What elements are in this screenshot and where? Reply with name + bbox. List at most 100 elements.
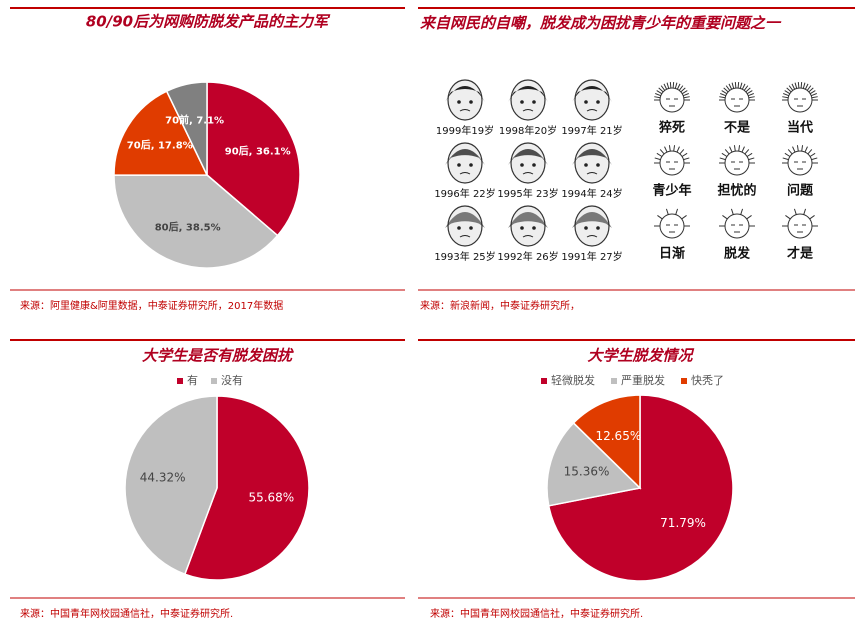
hair xyxy=(572,86,612,102)
mouth xyxy=(459,172,471,175)
mouth xyxy=(522,235,534,238)
eye xyxy=(520,226,524,230)
hair xyxy=(445,212,485,228)
pie-slice xyxy=(572,394,641,490)
pie-slice xyxy=(165,81,208,176)
doodle-hair xyxy=(719,145,755,164)
face-caption: 1995年 23岁 xyxy=(497,187,558,200)
source: 来源：新浪新闻，中泰证券研究所， xyxy=(420,299,580,312)
eye xyxy=(457,226,461,230)
eye xyxy=(596,163,600,167)
doodle-hair xyxy=(782,145,818,164)
caption-word: 不是 xyxy=(724,121,751,136)
eye xyxy=(584,163,588,167)
face-caption: 1993年 25岁 xyxy=(434,250,495,263)
source: 来源：中国青年网校园通信社，中泰证券研究所. xyxy=(20,607,233,620)
hair xyxy=(572,212,612,228)
caption-word: 才是 xyxy=(787,246,814,262)
mouth xyxy=(586,109,598,112)
eye xyxy=(469,226,473,230)
doodle-eyes xyxy=(794,224,806,233)
eye xyxy=(469,100,473,104)
legend-label: 没有 xyxy=(221,373,243,387)
doodle-hair xyxy=(654,82,690,101)
data-label: 80后, 38.5% xyxy=(155,220,221,233)
face-caption: 1991年 27岁 xyxy=(561,250,622,263)
doodle-eyes xyxy=(794,98,806,107)
legend-label: 快秃了 xyxy=(691,374,724,387)
hair xyxy=(508,149,548,165)
eye xyxy=(457,163,461,167)
eye xyxy=(532,100,536,104)
legend-swatch xyxy=(177,378,183,384)
legend-label: 有 xyxy=(187,373,198,387)
face-caption: 1998年20岁 xyxy=(499,124,557,137)
mouth xyxy=(586,235,598,238)
eye xyxy=(532,163,536,167)
caption-word: 担忧的 xyxy=(717,183,756,199)
legend-label: 严重脱发 xyxy=(621,373,665,387)
doodle-eyes xyxy=(666,224,678,233)
face-caption: 1992年 26岁 xyxy=(497,250,558,263)
legend-swatch xyxy=(681,378,687,384)
source: 来源：阿里健康&阿里数据，中泰证券研究所，2017年数据 xyxy=(20,299,283,312)
doodle-face xyxy=(659,150,685,176)
pie-slice xyxy=(183,395,310,581)
mouth xyxy=(459,235,471,238)
mouth xyxy=(586,172,598,175)
face-caption: 1999年19岁 xyxy=(436,124,494,137)
caption-word: 当代 xyxy=(787,120,813,136)
doodle-face xyxy=(724,150,750,176)
doodle-hair xyxy=(782,82,818,101)
doodle-hair xyxy=(719,208,755,227)
eye xyxy=(596,100,600,104)
caption-word: 脱发 xyxy=(724,246,751,262)
eye xyxy=(520,163,524,167)
doodle-eyes xyxy=(794,161,806,170)
eye xyxy=(469,163,473,167)
face-caption: 1996年 22岁 xyxy=(434,187,495,200)
doodle-face xyxy=(724,87,750,113)
data-label: 44.32% xyxy=(140,471,186,485)
hair xyxy=(572,149,612,165)
caption-word: 问题 xyxy=(787,183,814,199)
doodle-face xyxy=(787,150,813,176)
chart-title: 80/90后为网购防脱发产品的主力军 xyxy=(86,13,331,31)
mouth xyxy=(522,172,534,175)
data-label: 70前, 7.1% xyxy=(165,114,224,127)
doodle-hair xyxy=(782,208,818,227)
source: 来源：中国青年网校园通信社，中泰证券研究所. xyxy=(430,607,643,620)
caption-word: 日渐 xyxy=(659,246,685,262)
data-label: 55.68% xyxy=(248,490,294,504)
pie-slice xyxy=(113,90,209,176)
doodle-eyes xyxy=(731,161,743,170)
caption-word: 猝死 xyxy=(658,120,685,136)
doodle-face xyxy=(659,213,685,239)
data-label: 71.79% xyxy=(660,516,706,530)
chart-title: 大学生脱发情况 xyxy=(587,347,694,365)
caption-word: 青少年 xyxy=(652,183,691,199)
doodle-hair xyxy=(719,82,755,101)
doodle-hair xyxy=(654,145,690,164)
eye xyxy=(584,100,588,104)
eye xyxy=(520,100,524,104)
pie-slice xyxy=(113,174,279,269)
legend-swatch xyxy=(211,378,217,384)
doodle-eyes xyxy=(731,224,743,233)
eye xyxy=(584,226,588,230)
doodle-hair xyxy=(654,208,690,227)
doodle-face xyxy=(724,213,750,239)
doodle-face xyxy=(787,213,813,239)
doodle-eyes xyxy=(731,98,743,107)
doodle-eyes xyxy=(666,98,678,107)
hair xyxy=(508,212,548,228)
face-caption: 1997年 21岁 xyxy=(561,124,622,137)
doodle-eyes xyxy=(666,161,678,170)
face-caption: 1994年 24岁 xyxy=(561,187,622,200)
mouth xyxy=(459,109,471,112)
chart-title: 大学生是否有脱发困扰 xyxy=(142,347,294,365)
hair xyxy=(445,149,485,165)
